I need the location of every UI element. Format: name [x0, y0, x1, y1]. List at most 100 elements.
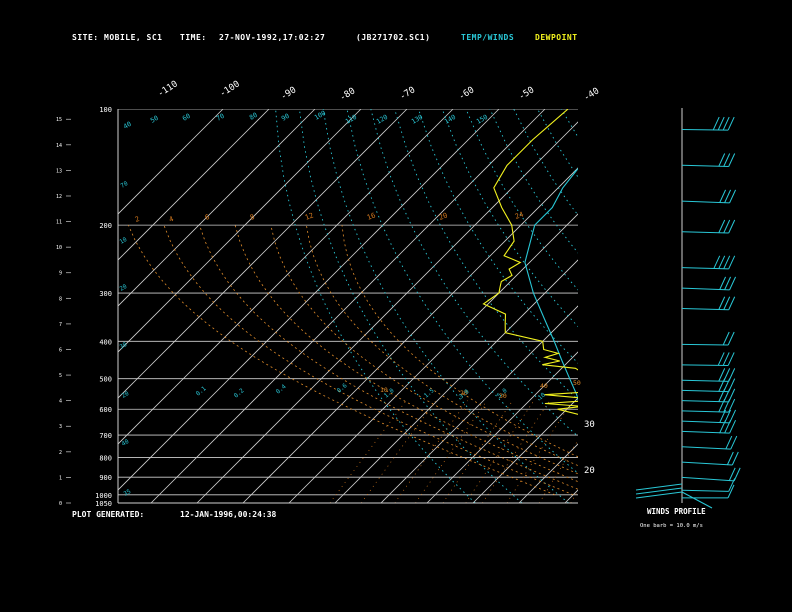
height-tick-label: 9	[59, 271, 62, 277]
dry-adiabat	[609, 109, 792, 503]
file-name: (JB271702.SC1)	[356, 33, 431, 42]
dry-adiabat	[298, 109, 523, 503]
height-tick-label: 2	[59, 450, 62, 456]
saturation-label: 0.2	[233, 387, 246, 400]
height-tick-label: 3	[59, 424, 62, 430]
isotherm-line	[564, 489, 578, 503]
height-tick-label: 7	[59, 322, 62, 328]
isotherm-top-label: -110	[156, 79, 180, 99]
wind-barb	[681, 435, 738, 450]
height-tick-label: 0	[59, 501, 62, 507]
isotherm-line	[288, 213, 578, 503]
left-adiabat-label: 35	[123, 488, 133, 498]
pressure-tick-label: 500	[99, 376, 112, 384]
wind-barb	[681, 219, 736, 234]
mixing-ratio-line	[394, 400, 468, 503]
wind-barb	[681, 116, 735, 131]
wind-barb	[681, 296, 736, 311]
isotherm-line	[118, 109, 454, 445]
isotherm-line	[426, 351, 578, 503]
legend-dewpoint: DEWPOINT	[535, 33, 578, 42]
time-label: TIME:	[180, 33, 207, 42]
pressure-tick-label: 100	[99, 106, 112, 114]
surface-wind-barb	[635, 487, 683, 495]
dry-adiabat	[394, 109, 578, 401]
isotherm-right-label: 30	[584, 420, 595, 430]
mixing-ratio-line	[539, 439, 578, 503]
mixing-ratio-line	[570, 489, 578, 503]
dry-adiabat-label: 70	[215, 112, 226, 123]
wind-barb	[682, 484, 735, 499]
mixing-ratio-line	[599, 401, 659, 503]
pressure-tick-label: 1000	[95, 492, 112, 500]
isotherm-top-label: -100	[218, 79, 242, 99]
moist-adiabat	[199, 224, 578, 490]
isotherm-line	[242, 167, 578, 503]
isotherm-line	[334, 259, 578, 503]
dry-adiabat	[752, 109, 792, 503]
height-tick-label: 4	[59, 399, 62, 405]
dry-adiabat-label: 100	[313, 109, 327, 122]
plot-generated-value: 12-JAN-1996,00:24:38	[180, 510, 277, 519]
isotherm-line	[150, 109, 546, 503]
mixing-ratio-label: 6	[204, 213, 211, 222]
left-adiabat-label: 20	[119, 283, 129, 293]
wind-barb	[681, 368, 736, 382]
time-value: 27-NOV-1992,17:02:27	[219, 33, 326, 42]
wind-barb	[681, 276, 737, 291]
pressure-tick-label: 200	[99, 222, 112, 230]
dry-adiabat-label: 130	[410, 113, 424, 126]
moist-adiabat	[306, 225, 578, 467]
moist-adiabat-label: 20	[460, 389, 468, 397]
pressure-tick-label: 600	[99, 406, 112, 414]
mixing-ratio-label: 4	[168, 215, 175, 224]
isotherm-line	[657, 109, 792, 503]
height-tick-label: 11	[56, 220, 62, 226]
saturation-label: 1.5	[423, 387, 436, 400]
wind-barb	[681, 153, 736, 167]
mixing-ratio-label: 24	[514, 210, 525, 220]
moist-adiabat-label: 30	[499, 392, 507, 400]
left-adiabat-label: 10	[119, 236, 129, 246]
moist-adiabat-label: 10	[380, 386, 388, 394]
isotherm-line	[472, 397, 578, 503]
dry-adiabat-label: 140	[443, 113, 457, 126]
barb-note: One barb = 10.0 m/s	[640, 523, 703, 529]
isotherm-line	[380, 305, 578, 503]
dry-adiabat	[513, 109, 578, 216]
mixing-ratio-label: 8	[249, 213, 256, 222]
mixing-ratio-line	[637, 401, 694, 503]
mixing-ratio-line	[620, 401, 678, 503]
isotherm-line	[703, 109, 792, 503]
dry-adiabat	[704, 109, 792, 503]
dry-adiabat	[657, 109, 792, 503]
dry-adiabat	[489, 109, 578, 254]
pressure-tick-label: 300	[99, 290, 112, 298]
pressure-tick-label: 1050	[95, 500, 112, 508]
dry-adiabat-label: 50	[149, 114, 160, 125]
moist-adiabat	[163, 224, 574, 496]
mixing-ratio-line	[415, 400, 488, 503]
temperature-trace	[524, 167, 578, 402]
dewpoint-trace	[482, 109, 578, 415]
dry-adiabat-label: 40	[122, 120, 133, 131]
mixing-ratio-label: 12	[304, 211, 315, 221]
pressure-tick-label: 800	[99, 454, 112, 462]
height-tick-label: 13	[56, 168, 62, 174]
isotherm-top-label: -40	[582, 86, 601, 103]
isotherm-line	[749, 109, 792, 503]
plot-generated-label: PLOT GENERATED:	[72, 510, 145, 519]
dry-adiabat	[322, 109, 569, 503]
dry-adiabat	[346, 109, 578, 474]
dry-adiabat	[465, 109, 578, 291]
dry-adiabat	[537, 109, 578, 178]
moist-adiabat	[127, 224, 555, 496]
isotherm-top-label: -80	[338, 86, 357, 103]
legend-temp: TEMP/WINDS	[461, 33, 515, 42]
mixing-ratio-line	[482, 400, 550, 503]
wind-barb	[681, 467, 741, 482]
pressure-tick-label: 900	[99, 474, 112, 482]
moist-adiabat-label: 50	[573, 379, 581, 387]
winds-profile-title: WINDS PROFILE	[647, 507, 706, 516]
